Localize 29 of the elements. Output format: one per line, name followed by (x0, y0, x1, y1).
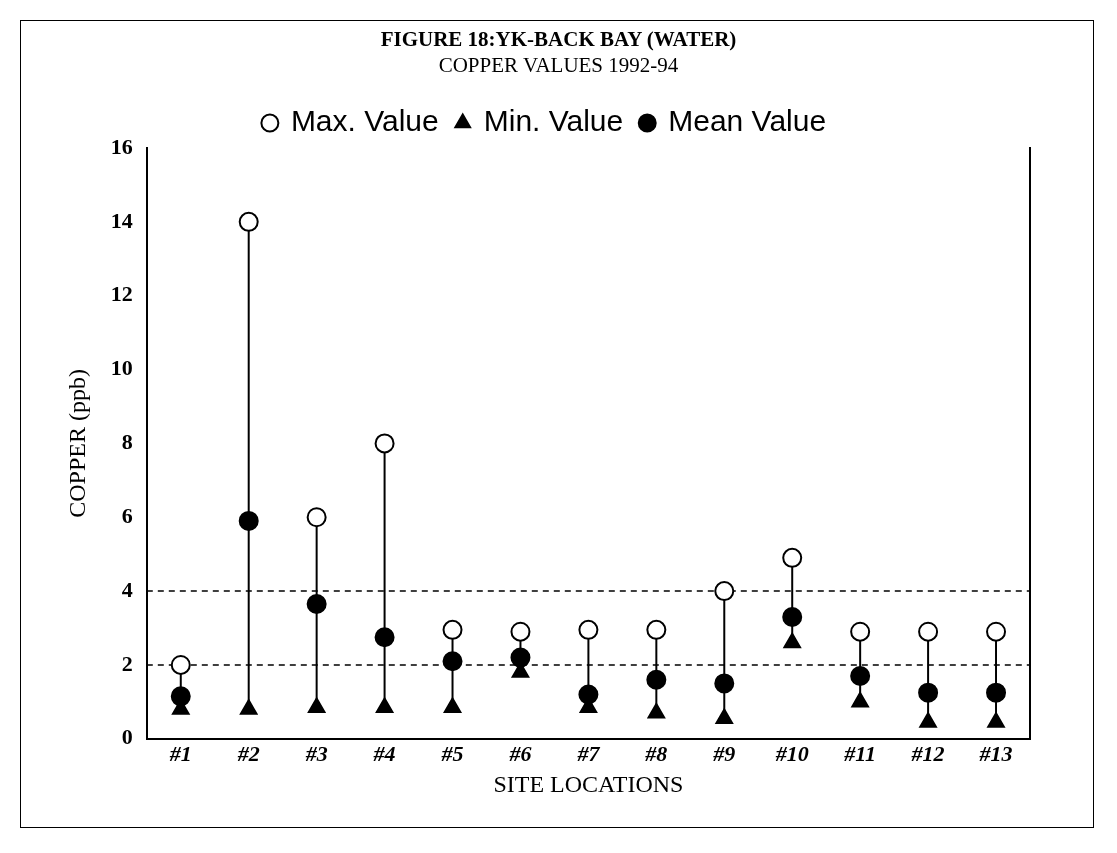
x-tick-label: #8 (644, 740, 668, 766)
x-tick-label: #5 (440, 740, 464, 766)
legend-label: Mean Value (668, 104, 827, 138)
y-tick-label: 12 (110, 281, 133, 307)
chart-title: FIGURE 18:YK-BACK BAY (WATER) (379, 26, 738, 52)
y-axis-title: COPPER (ppb) (63, 369, 90, 518)
y-tick-label: 10 (110, 355, 133, 381)
x-tick-label: #12 (910, 740, 945, 766)
y-tick-label: 4 (121, 576, 133, 602)
x-tick-label: #11 (843, 740, 877, 766)
x-axis-title: SITE LOCATIONS (493, 770, 684, 797)
x-tick-label: #13 (978, 740, 1013, 766)
x-tick-label: #4 (372, 740, 396, 766)
x-tick-label: #10 (774, 740, 809, 766)
y-tick-label: 14 (110, 207, 133, 233)
legend-label: Min. Value (483, 104, 624, 138)
y-tick-label: 16 (110, 133, 133, 159)
x-tick-label: #3 (304, 740, 328, 766)
y-tick-label: 2 (121, 650, 133, 676)
legend-label: Max. Value (290, 104, 439, 138)
x-tick-label: #2 (236, 740, 260, 766)
y-tick-label: 6 (121, 502, 133, 528)
y-tick-label: 0 (121, 724, 133, 750)
y-tick-label: 8 (121, 429, 133, 455)
x-tick-label: #1 (168, 740, 192, 766)
chart-subtitle: COPPER VALUES 1992-94 (437, 52, 680, 78)
x-tick-label: #6 (508, 740, 532, 766)
x-tick-label: #9 (712, 740, 736, 766)
x-tick-label: #7 (576, 740, 601, 766)
